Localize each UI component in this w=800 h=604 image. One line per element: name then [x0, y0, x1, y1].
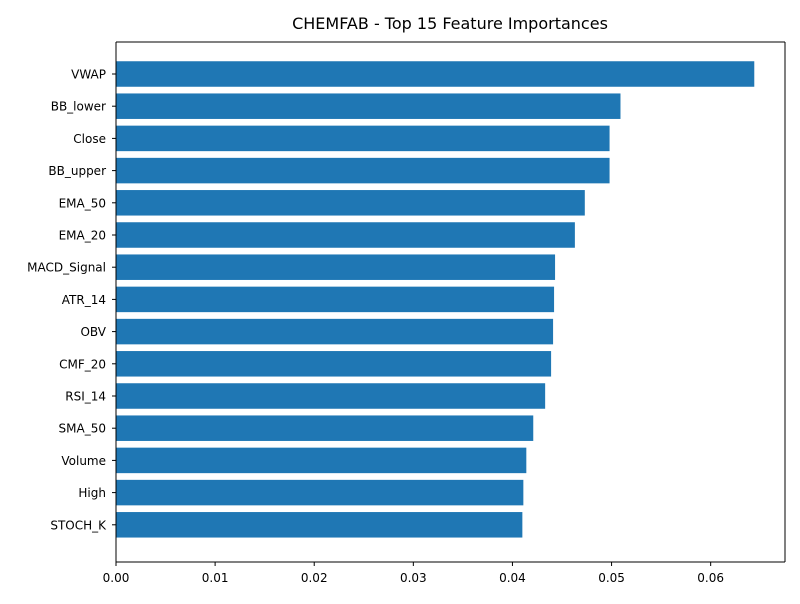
- axes-layer: [115, 41, 786, 563]
- bar-obv: [116, 318, 554, 345]
- bars-layer: [116, 61, 755, 538]
- x-tick-label: 0.00: [103, 571, 130, 585]
- y-tick-label: Close: [73, 132, 106, 146]
- bar-macd-signal: [116, 254, 556, 280]
- y-tick-label: EMA_20: [59, 229, 106, 243]
- y-tick-label: ATR_14: [62, 293, 106, 307]
- y-tick-label: EMA_50: [59, 196, 106, 210]
- x-tick-label: 0.06: [697, 571, 724, 585]
- bar-bb-lower: [116, 93, 621, 119]
- y-tick-label: MACD_Signal: [27, 261, 106, 275]
- y-tick-label: OBV: [80, 325, 106, 339]
- bar-close: [116, 125, 610, 152]
- bar-ema-50: [116, 190, 585, 216]
- x-tick-label: 0.05: [598, 571, 625, 585]
- ticks-layer: VWAP BB_lower Close BB_upper EMA_50 EMA_20 MAC…: [27, 68, 724, 586]
- y-tick-label: CMF_20: [59, 357, 106, 371]
- y-tick-label: STOCH_K: [50, 518, 107, 532]
- bar-sma-50: [116, 415, 534, 441]
- bar-bb-upper: [116, 157, 610, 184]
- bar-rsi-14: [116, 383, 546, 409]
- bar-ema-20: [116, 222, 575, 248]
- chart-title: CHEMFAB - Top 15 Feature Importances: [292, 14, 608, 33]
- y-tick-label: Volume: [61, 454, 106, 468]
- x-tick-label: 0.02: [301, 571, 328, 585]
- y-tick-label: BB_lower: [51, 100, 106, 114]
- x-tick-label: 0.01: [202, 571, 229, 585]
- x-tick-label: 0.03: [400, 571, 427, 585]
- y-tick-label: High: [78, 486, 106, 500]
- y-tick-label: RSI_14: [65, 390, 106, 404]
- bar-volume: [116, 447, 527, 474]
- y-tick-label: BB_upper: [48, 164, 106, 178]
- bar-cmf-20: [116, 351, 552, 377]
- y-tick-label: SMA_50: [59, 422, 106, 436]
- x-tick-label: 0.04: [499, 571, 526, 585]
- bar-atr-14: [116, 286, 555, 313]
- bar-vwap: [116, 61, 755, 87]
- y-tick-label: VWAP: [71, 68, 106, 82]
- bar-high: [116, 479, 524, 506]
- bar-stoch-k: [116, 512, 523, 538]
